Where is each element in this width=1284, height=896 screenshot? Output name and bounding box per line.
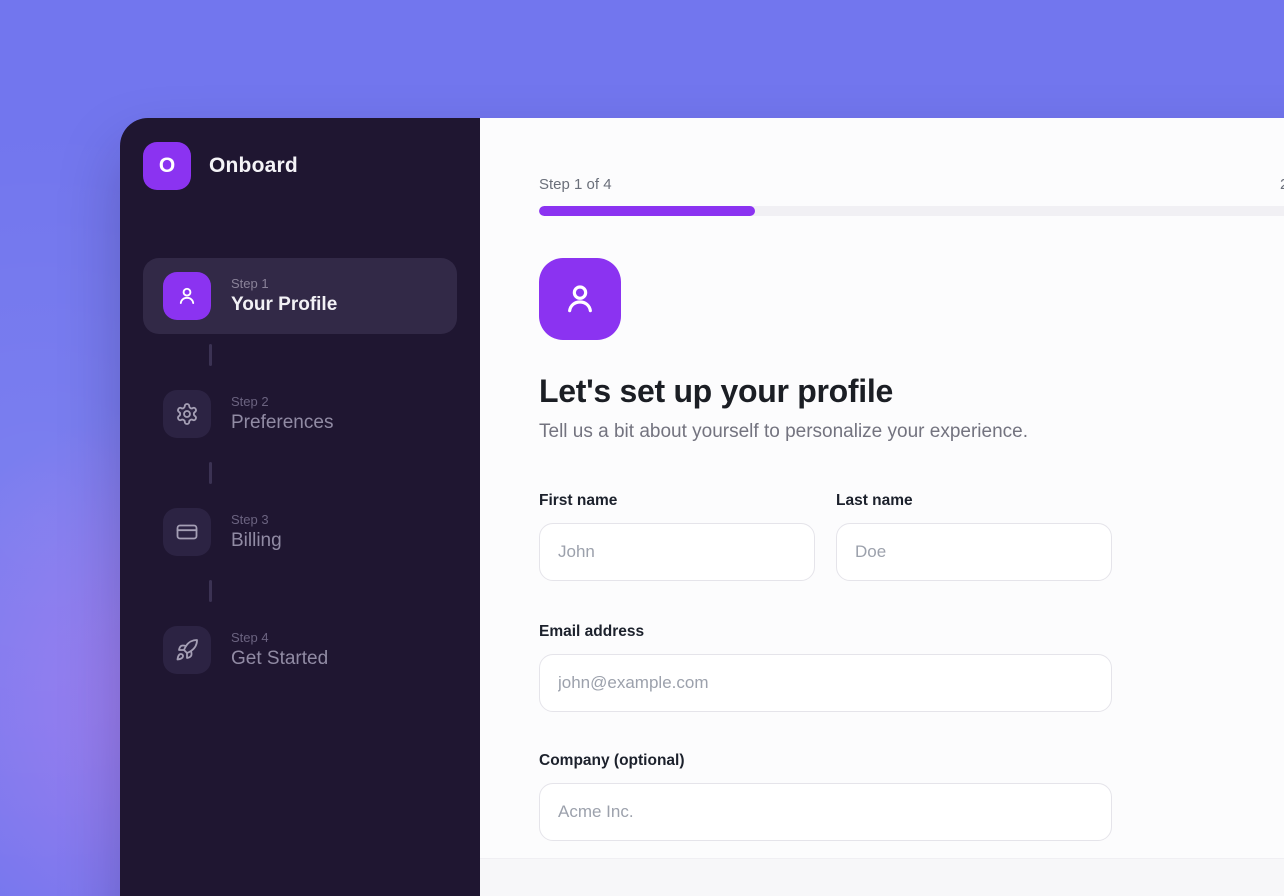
- sidebar-item-preferences[interactable]: Step 2 Preferences: [143, 376, 457, 452]
- email-label: Email address: [539, 623, 645, 640]
- sidebar-item-your-profile[interactable]: Step 1 Your Profile: [143, 258, 457, 334]
- progress-step-label: Step 1 of 4: [539, 176, 612, 193]
- first-name-field[interactable]: [539, 523, 815, 581]
- step-label: Step 3: [231, 512, 269, 527]
- sidebar: O Onboard Step 1 Your Profile: [120, 118, 480, 896]
- company-label: Company (optional): [539, 752, 685, 769]
- progress-bar-fill: [539, 206, 755, 216]
- step-label: Step 1: [231, 276, 269, 291]
- progress-percent-label: 25%: [1280, 176, 1284, 193]
- page-subtitle: Tell us a bit about yourself to personal…: [539, 421, 1028, 442]
- step-nav: Step 1 Your Profile Step 2 Preferences: [143, 258, 457, 688]
- main-content: Step 1 of 4 25% Let's set up your profil…: [480, 118, 1284, 896]
- gear-icon: [163, 390, 211, 438]
- progress-header: Step 1 of 4 25%: [539, 176, 1284, 193]
- rocket-icon: [163, 626, 211, 674]
- step-label: Step 4: [231, 630, 269, 645]
- app-name: Onboard: [209, 154, 298, 177]
- step-connector: [209, 580, 212, 602]
- credit-card-icon: [163, 508, 211, 556]
- user-icon: [163, 272, 211, 320]
- step-connector: [209, 462, 212, 484]
- company-field[interactable]: [539, 783, 1112, 841]
- sidebar-item-billing[interactable]: Step 3 Billing: [143, 494, 457, 570]
- sidebar-item-get-started[interactable]: Step 4 Get Started: [143, 612, 457, 688]
- profile-step-icon: [539, 258, 621, 340]
- step-title: Billing: [231, 530, 282, 551]
- last-name-label: Last name: [836, 492, 913, 509]
- onboarding-card: O Onboard Step 1 Your Profile: [120, 118, 1284, 896]
- profile-form: First name Last name Email address Compa…: [539, 492, 1112, 841]
- step-connector: [209, 344, 212, 366]
- card-footer: [480, 858, 1284, 896]
- app-logo: O Onboard: [143, 142, 457, 190]
- step-title: Preferences: [231, 412, 334, 433]
- app-logo-letter: O: [158, 154, 176, 177]
- step-title: Your Profile: [231, 294, 338, 315]
- first-name-label: First name: [539, 492, 618, 509]
- last-name-field[interactable]: [836, 523, 1112, 581]
- app-logo-icon: O: [143, 142, 191, 190]
- step-title: Get Started: [231, 648, 329, 669]
- page-title: Let's set up your profile: [539, 373, 893, 409]
- step-label: Step 2: [231, 394, 269, 409]
- progress-bar: [539, 206, 1284, 216]
- email-field[interactable]: [539, 654, 1112, 712]
- user-icon: [568, 285, 592, 313]
